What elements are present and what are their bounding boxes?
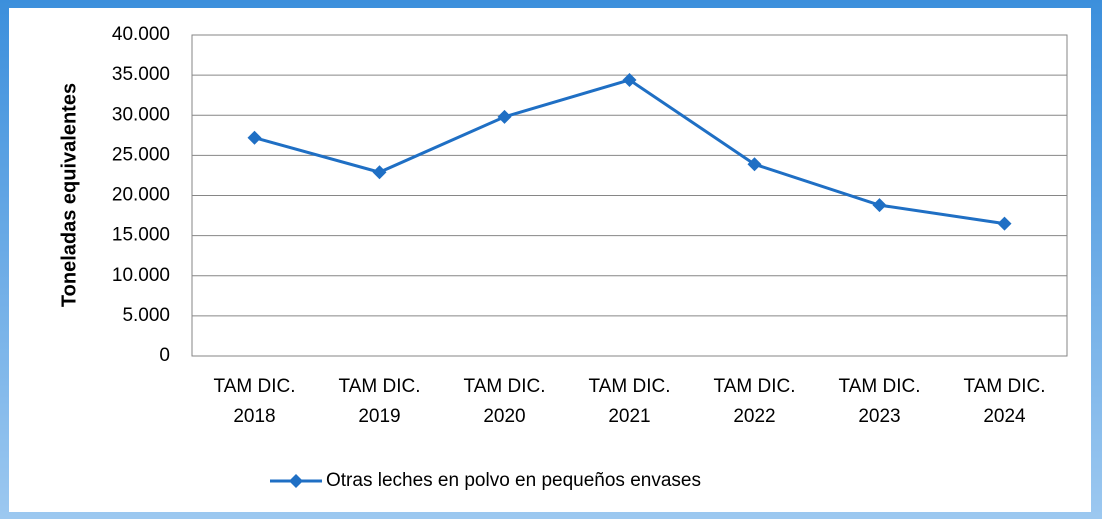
- x-tick-label: TAM DIC. 2022: [713, 376, 796, 427]
- y-tick-label: 10.000: [112, 265, 170, 286]
- x-tick-label: TAM DIC. 2023: [838, 376, 921, 427]
- data-point: [747, 157, 762, 172]
- x-tick-label: TAM DIC. 2018: [213, 376, 296, 427]
- series-line: [254, 78, 1005, 226]
- chart-background: [9, 8, 1091, 512]
- y-tick-label: 5.000: [122, 305, 170, 326]
- data-point: [372, 165, 387, 180]
- legend-label: Otras leches en polvo en pequeños envase…: [326, 470, 701, 491]
- x-tick-label: TAM DIC. 2020: [463, 376, 546, 427]
- y-tick-label: 25.000: [112, 144, 170, 165]
- y-axis-label: Toneladas equivalentes: [58, 83, 80, 307]
- data-point: [997, 216, 1012, 231]
- y-tick-label: 30.000: [112, 104, 170, 125]
- legend-marker: [289, 474, 303, 488]
- y-tick-label: 35.000: [112, 64, 170, 85]
- y-tick-label: 40.000: [112, 24, 170, 45]
- data-point: [622, 72, 637, 87]
- data-point: [247, 130, 262, 145]
- data-point: [872, 198, 887, 213]
- y-tick-label: 0: [159, 345, 170, 366]
- y-tick-label: 20.000: [112, 185, 170, 206]
- x-tick-label: TAM DIC. 2019: [338, 376, 421, 427]
- x-tick-label: TAM DIC. 2021: [588, 376, 671, 427]
- x-tick-label: TAM DIC. 2024: [963, 376, 1046, 427]
- y-tick-label: 15.000: [112, 225, 170, 246]
- data-point: [497, 109, 512, 124]
- plot-border: [191, 34, 1068, 357]
